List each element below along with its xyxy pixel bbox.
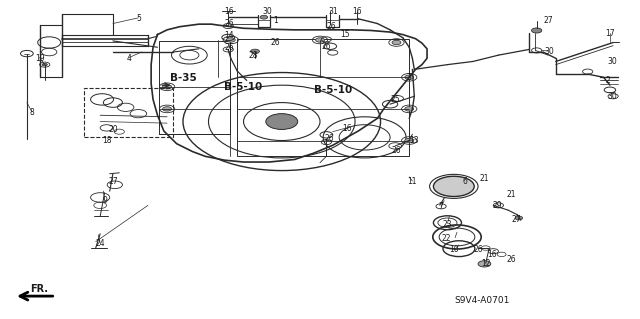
Text: 26: 26 bbox=[473, 245, 483, 254]
Text: 31: 31 bbox=[328, 7, 337, 16]
Text: 26: 26 bbox=[225, 43, 234, 52]
Text: 27: 27 bbox=[108, 177, 118, 186]
Text: 25: 25 bbox=[390, 95, 400, 104]
Text: 30: 30 bbox=[545, 48, 554, 56]
Text: 17: 17 bbox=[605, 28, 615, 38]
Text: 22: 22 bbox=[442, 234, 451, 243]
Circle shape bbox=[316, 38, 324, 42]
Circle shape bbox=[227, 38, 236, 42]
Text: 26: 26 bbox=[225, 19, 234, 28]
Text: 16: 16 bbox=[342, 124, 351, 133]
Text: 19: 19 bbox=[35, 54, 44, 63]
Text: 26: 26 bbox=[321, 42, 331, 51]
Circle shape bbox=[392, 40, 401, 45]
Text: 2: 2 bbox=[605, 76, 611, 85]
Text: 18: 18 bbox=[102, 136, 111, 145]
Bar bbox=[84, 88, 173, 137]
Text: 26: 26 bbox=[271, 38, 280, 47]
Circle shape bbox=[163, 107, 172, 111]
Circle shape bbox=[42, 63, 47, 66]
Text: B-5-10: B-5-10 bbox=[225, 82, 262, 93]
Text: 26: 26 bbox=[506, 255, 516, 263]
Text: 5: 5 bbox=[136, 14, 141, 23]
Text: 23: 23 bbox=[443, 220, 452, 229]
Text: B-5-10: B-5-10 bbox=[314, 85, 352, 95]
Bar bbox=[237, 39, 409, 156]
Text: 21: 21 bbox=[506, 190, 516, 199]
Text: 10: 10 bbox=[449, 245, 459, 254]
Circle shape bbox=[404, 75, 413, 79]
Text: 27: 27 bbox=[543, 16, 553, 25]
Text: 7: 7 bbox=[438, 203, 444, 211]
Text: 26: 26 bbox=[324, 134, 334, 144]
Text: 14: 14 bbox=[225, 31, 234, 40]
Text: 4: 4 bbox=[126, 54, 131, 63]
Circle shape bbox=[260, 15, 268, 19]
Circle shape bbox=[404, 138, 413, 143]
Text: S9V4-A0701: S9V4-A0701 bbox=[455, 296, 510, 305]
Text: 30: 30 bbox=[263, 7, 273, 16]
Circle shape bbox=[250, 49, 259, 54]
Text: 1: 1 bbox=[273, 16, 278, 25]
Text: 30: 30 bbox=[607, 57, 617, 66]
Text: 13: 13 bbox=[410, 136, 419, 145]
Text: 26: 26 bbox=[326, 22, 336, 31]
Text: 16: 16 bbox=[487, 250, 497, 259]
Circle shape bbox=[404, 107, 413, 111]
Circle shape bbox=[433, 176, 474, 197]
Text: 16: 16 bbox=[352, 7, 362, 16]
Text: 28: 28 bbox=[248, 51, 258, 60]
Text: FR.: FR. bbox=[31, 284, 49, 293]
Text: 3: 3 bbox=[407, 73, 412, 82]
Text: 20: 20 bbox=[108, 125, 118, 134]
Text: 11: 11 bbox=[408, 177, 417, 186]
Circle shape bbox=[478, 261, 491, 267]
Text: 30: 30 bbox=[607, 92, 617, 101]
Text: 15: 15 bbox=[340, 30, 350, 39]
Text: 27: 27 bbox=[511, 215, 521, 224]
Text: 21: 21 bbox=[479, 174, 489, 183]
Text: B-35: B-35 bbox=[170, 73, 196, 83]
Text: 29: 29 bbox=[492, 201, 502, 210]
Text: 26: 26 bbox=[392, 145, 401, 154]
Circle shape bbox=[266, 114, 298, 130]
Text: 24: 24 bbox=[95, 239, 105, 248]
Circle shape bbox=[515, 216, 523, 220]
Text: 9: 9 bbox=[102, 196, 107, 205]
Text: 12: 12 bbox=[481, 259, 490, 268]
Circle shape bbox=[532, 28, 541, 33]
Circle shape bbox=[163, 85, 172, 89]
Text: 16: 16 bbox=[225, 7, 234, 16]
Text: 8: 8 bbox=[29, 108, 35, 116]
Text: 6: 6 bbox=[463, 177, 468, 186]
Bar bbox=[159, 41, 230, 134]
